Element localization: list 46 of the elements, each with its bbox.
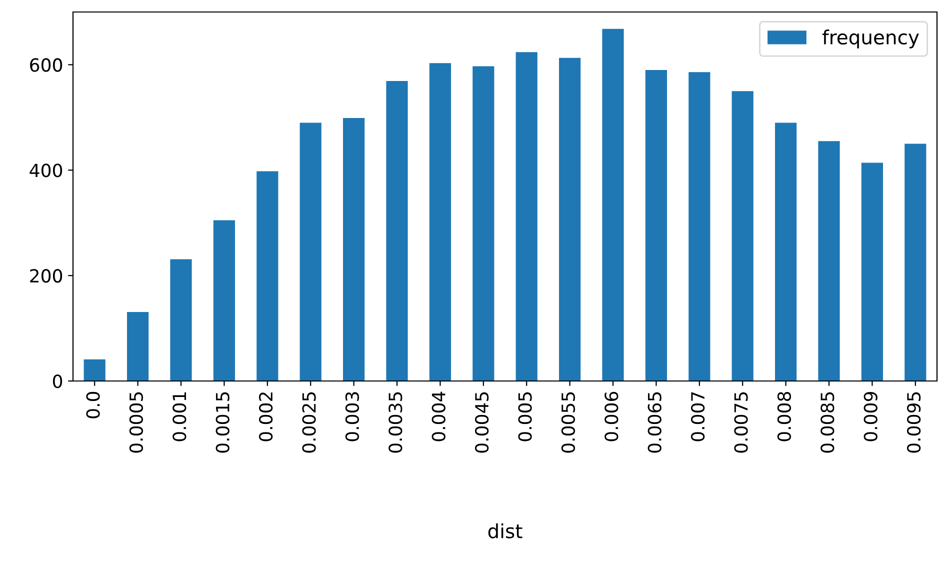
x-tick-label: 0.0055 <box>561 392 576 453</box>
bar <box>602 28 624 381</box>
x-tick-label: 0.0085 <box>820 392 834 453</box>
x-tick-label: 0.0095 <box>906 392 921 453</box>
x-tick-label: 0.001 <box>172 392 186 442</box>
y-tick-label: 200 <box>30 269 62 283</box>
x-tick-label: 0.009 <box>864 392 878 442</box>
x-tick-label: 0.0065 <box>648 392 662 453</box>
legend-label: frequency <box>822 30 919 48</box>
bar <box>645 70 667 381</box>
bar <box>256 171 278 381</box>
bar <box>559 58 581 381</box>
bar <box>429 63 451 381</box>
bar <box>904 144 926 381</box>
bar <box>213 220 235 381</box>
bar <box>472 66 494 381</box>
bar <box>343 118 365 381</box>
x-tick-label: 0.003 <box>345 392 360 442</box>
x-tick-label: 0.007 <box>690 392 705 442</box>
x-tick-label: 0.0005 <box>129 392 144 453</box>
x-tick-label: 0.004 <box>432 392 446 442</box>
bar <box>775 122 797 381</box>
bar <box>386 81 408 381</box>
x-tick-label: 0.002 <box>258 392 273 442</box>
bar <box>300 122 322 381</box>
y-tick-label: 0 <box>52 374 62 388</box>
x-tick-label: 0.005 <box>518 392 532 442</box>
x-axis-title: dist <box>488 523 522 538</box>
y-tick-label: 400 <box>30 164 62 178</box>
bar <box>127 312 149 381</box>
bar <box>688 72 710 381</box>
bar <box>732 91 754 381</box>
y-tick-label: 600 <box>30 58 62 72</box>
x-tick-label: 0.0 <box>86 392 100 418</box>
bar <box>818 141 840 381</box>
x-tick-label: 0.0015 <box>216 392 230 453</box>
x-tick-label: 0.0025 <box>302 392 316 453</box>
bar <box>861 162 883 381</box>
x-tick-label: 0.0035 <box>388 392 402 453</box>
x-tick-label: 0.0075 <box>734 392 748 453</box>
x-tick-label: 0.006 <box>604 392 618 442</box>
bar <box>84 359 106 381</box>
x-tick-label: 0.0045 <box>474 392 489 453</box>
bar <box>516 52 538 381</box>
x-tick-label: 0.008 <box>777 392 792 442</box>
bar <box>170 259 192 381</box>
